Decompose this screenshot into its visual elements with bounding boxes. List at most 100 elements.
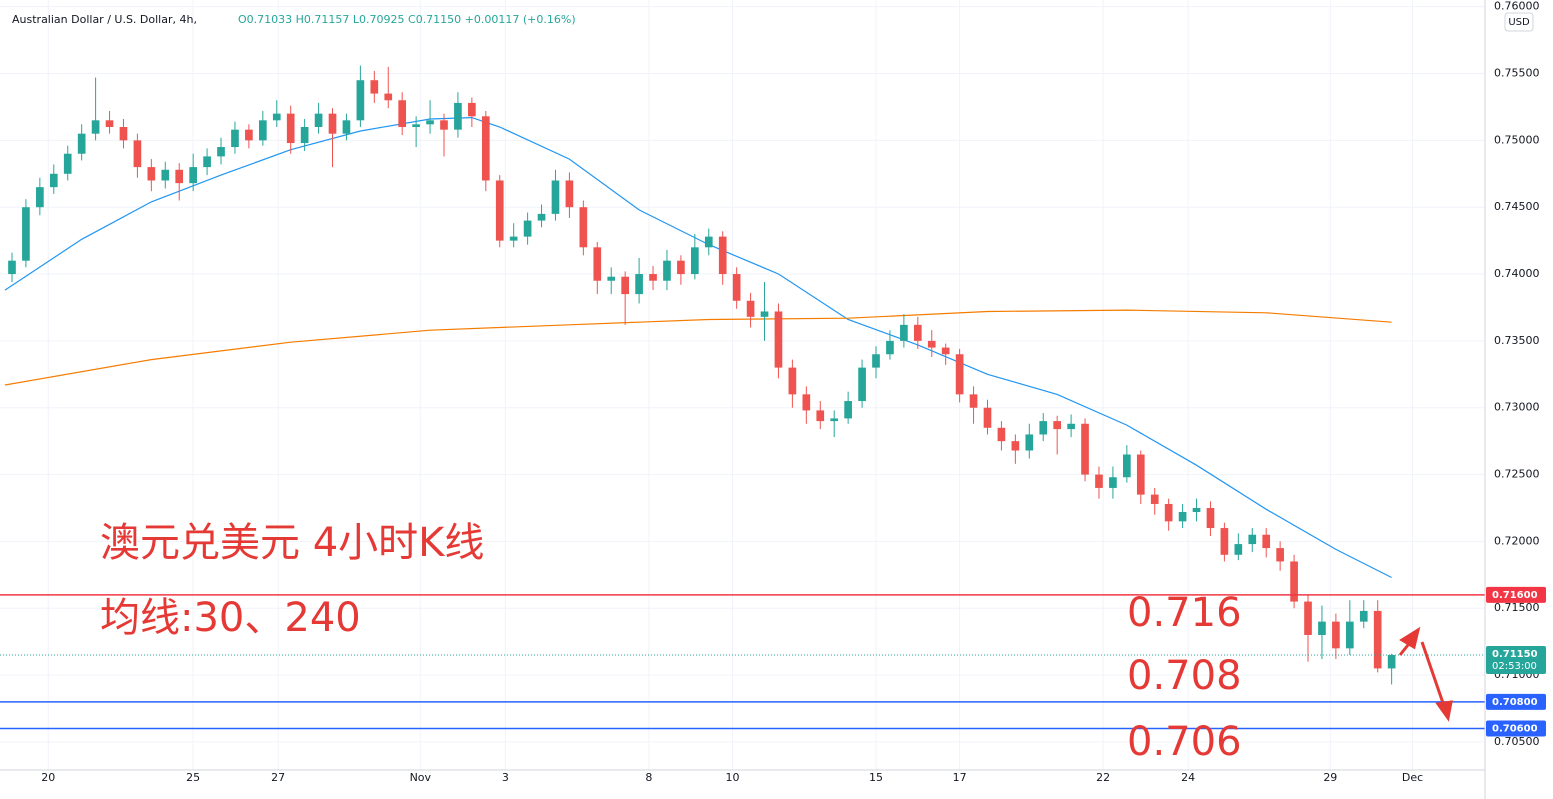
candle-body [468, 102, 476, 117]
arrows [1398, 626, 1453, 722]
candle-body [718, 236, 727, 275]
y-tick-label: 0.73000 [1494, 401, 1540, 414]
candle-body [858, 367, 866, 402]
candle-body [816, 410, 825, 422]
candle-body [1387, 655, 1396, 669]
candle-body [691, 247, 699, 275]
candle-body [63, 153, 72, 174]
candle-body [300, 126, 309, 144]
candle-body [1039, 421, 1048, 435]
y-tick-label: 0.71500 [1494, 601, 1540, 614]
candle-body [272, 113, 281, 121]
candle-body [886, 340, 894, 355]
candle-body [370, 80, 379, 94]
candle-body [1123, 454, 1131, 478]
candle-body [746, 300, 755, 317]
candle-body [1276, 548, 1284, 562]
currency-label: USD [1508, 17, 1530, 28]
candle-body [1192, 507, 1201, 512]
candle-body [621, 276, 629, 295]
axes: 0.705000.710000.715000.720000.725000.730… [41, 0, 1546, 784]
annotation: 0.706 [1127, 719, 1242, 765]
candle-body [1359, 610, 1368, 622]
annotation: 澳元兑美元 4小时K线 [100, 520, 484, 566]
candle-body [1136, 454, 1145, 495]
candle-body [802, 394, 811, 411]
candle-body [36, 187, 44, 208]
candle-body [1053, 421, 1062, 430]
candle-body [509, 236, 518, 241]
candle-body [105, 120, 114, 127]
candle-body [997, 427, 1006, 442]
x-tick-label: Dec [1402, 771, 1423, 784]
x-tick-label: 15 [869, 771, 883, 784]
grid [0, 0, 1485, 770]
arrow-line [1420, 641, 1446, 707]
candle-body [1206, 507, 1215, 529]
x-tick-label: Nov [410, 771, 432, 784]
candle-body [1081, 423, 1089, 475]
candle-body [1318, 621, 1326, 635]
plot-area [0, 65, 1485, 730]
candle-body [941, 347, 950, 355]
x-tick-label: 29 [1323, 771, 1337, 784]
annotation: 0.716 [1127, 590, 1242, 636]
price-label: 0.70600 [1492, 724, 1538, 735]
candle-body [495, 180, 504, 241]
candle-body [175, 169, 184, 184]
y-tick-label: 0.74000 [1494, 267, 1540, 280]
candle-body [342, 120, 351, 134]
candle-body [774, 311, 783, 368]
candle-body [440, 120, 448, 130]
candle-body [607, 276, 616, 281]
candle-body [189, 167, 197, 184]
x-tick-label: 27 [271, 771, 285, 784]
x-tick-label: 25 [186, 771, 200, 784]
candle-body [161, 169, 170, 181]
candle-body [454, 102, 462, 130]
candle-body [1234, 544, 1243, 555]
candle-body [314, 113, 323, 127]
candle-body [217, 147, 225, 157]
y-tick-label: 0.76000 [1494, 0, 1540, 13]
candle-body [1220, 528, 1229, 555]
annotation: 0.708 [1127, 653, 1242, 699]
x-tick-label: 17 [953, 771, 967, 784]
candle-body [927, 340, 936, 348]
arrow-head [1435, 700, 1453, 722]
x-tick-label: 22 [1096, 771, 1110, 784]
moving-average [4, 116, 1392, 579]
candle-body [983, 407, 992, 428]
last-price-box [1486, 646, 1546, 675]
candle-body [830, 418, 839, 422]
y-tick-label: 0.75000 [1494, 133, 1540, 146]
candle-body [969, 394, 978, 408]
y-tick-label: 0.72000 [1494, 534, 1540, 547]
candle-body [1150, 494, 1159, 504]
candle-body [1109, 477, 1117, 488]
candle-body [635, 274, 643, 295]
candle-body [147, 167, 156, 181]
candle-body [844, 401, 852, 419]
price-label: 0.71600 [1492, 590, 1538, 601]
price-label: 0.70800 [1492, 697, 1538, 708]
candle-body [955, 354, 964, 395]
candle-body [872, 354, 880, 368]
candle-body [788, 367, 797, 395]
candle-body [1178, 511, 1187, 522]
candle-body [119, 126, 128, 141]
candle-body [8, 260, 16, 275]
y-tick-label: 0.72500 [1494, 468, 1540, 481]
candle-body [913, 324, 922, 341]
candle-body [1011, 441, 1020, 451]
candle-body [384, 93, 393, 101]
candle-body [1164, 503, 1173, 522]
candle-body [1262, 534, 1271, 549]
arrow-head [1399, 626, 1421, 650]
candle-body [1025, 434, 1034, 451]
x-tick-label: 3 [502, 771, 509, 784]
candle-body [245, 129, 253, 141]
candle-body [426, 120, 434, 125]
